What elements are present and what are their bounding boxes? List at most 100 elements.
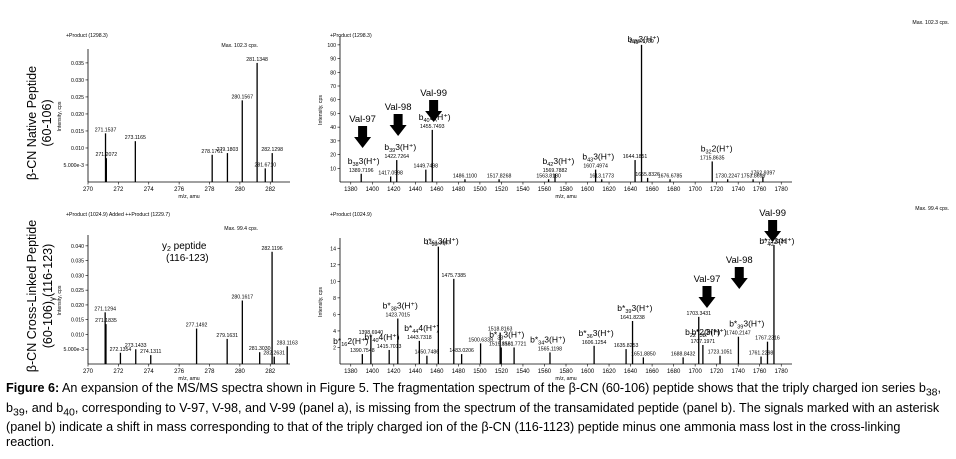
peak-label: 1449.7498 bbox=[414, 164, 439, 170]
peak-label: 1762.9397 bbox=[751, 171, 776, 177]
row-b-label-line1: β-CN Cross-Linked Peptide bbox=[25, 220, 39, 372]
peak-label: 1761.2298 bbox=[749, 351, 774, 357]
ion-annotation-base: b bbox=[582, 152, 587, 162]
peak-label: 279.1803 bbox=[217, 147, 239, 153]
peak-label: 1389.7196 bbox=[349, 168, 374, 174]
caption-sub1: 38 bbox=[925, 386, 938, 399]
x-tick-label: 1540 bbox=[516, 369, 530, 375]
peak-label: 1676.6785 bbox=[658, 173, 683, 179]
down-arrow-icon bbox=[698, 286, 716, 308]
x-tick-label: 1560 bbox=[538, 187, 552, 193]
y2-peptide-sub: 2 bbox=[167, 246, 171, 253]
ion-annotation-base: b* bbox=[579, 328, 588, 338]
arrow-label-val-98: Val-98 bbox=[726, 255, 753, 266]
ion-annotation-sub: 38 bbox=[391, 307, 397, 313]
ion-annotation-base: b* bbox=[729, 319, 738, 329]
x-tick-label: 1660 bbox=[645, 187, 659, 193]
ion-annotation-sub: 45 bbox=[632, 40, 638, 46]
y2-peptide-word: peptide bbox=[171, 241, 207, 252]
x-tick-label: 1760 bbox=[753, 187, 767, 193]
y-tick-label: 0.030 bbox=[71, 78, 84, 84]
x-axis-title: m/z, amu bbox=[555, 376, 576, 382]
ion-annotation-b42: b423(H⁺) bbox=[543, 156, 575, 168]
peak-label: 282.1298 bbox=[261, 147, 283, 153]
x-tick-label: 1780 bbox=[775, 187, 789, 193]
panel-header: +Product (1298.3) bbox=[66, 33, 108, 39]
caption-part4: , corresponding to V-97, V-98, and V-99 … bbox=[6, 400, 940, 450]
ion-annotation-base: b bbox=[384, 142, 389, 152]
ion-annotation-bs16: b*162(H⁺) bbox=[333, 336, 368, 348]
ion-annotation-sub: 39 bbox=[432, 242, 438, 248]
peak-label: 1390.7548 bbox=[350, 348, 375, 354]
y2-peptide-y: y bbox=[162, 241, 167, 252]
peak-label: 1635.8253 bbox=[614, 343, 639, 349]
ion-annotation-base: b* bbox=[692, 327, 701, 337]
ion-annotation-b45: b453(H⁺) bbox=[628, 34, 660, 46]
ion-annotation-charge: 3(H⁺) bbox=[430, 112, 451, 122]
peak-label: 1655.8326 bbox=[635, 172, 660, 178]
x-tick-label: 270 bbox=[83, 369, 94, 375]
x-axis-title: m/z, amu bbox=[178, 376, 199, 382]
x-tick-label: 1600 bbox=[581, 187, 595, 193]
ion-annotation-charge: 3(H⁺) bbox=[438, 236, 459, 246]
x-axis-title: m/z, amu bbox=[555, 194, 576, 200]
down-arrow-icon bbox=[389, 114, 407, 136]
caption-sub3: 40 bbox=[63, 406, 75, 419]
panel-header: +Product (1298.3) bbox=[330, 33, 372, 39]
peak-label: 271.1294 bbox=[94, 306, 116, 312]
ion-annotation-bs22: b22*2(H⁺) bbox=[685, 327, 720, 339]
ion-annotation-charge: 2(H⁺) bbox=[712, 143, 733, 153]
max-intensity-label: Max. 102.3 cps. bbox=[912, 20, 949, 26]
ion-annotation-sub: 40 bbox=[424, 118, 430, 124]
ion-annotation-b38: b383(H⁺) bbox=[348, 156, 380, 168]
ion-annotation-charge: 3(H⁺) bbox=[631, 303, 652, 313]
peak-label: 1773.2320 bbox=[762, 239, 787, 245]
peak-label: 1703.3431 bbox=[686, 311, 711, 317]
ion-annotation-b40: b403(H⁺) bbox=[419, 112, 451, 124]
ion-annotation-charge: 3(H⁺) bbox=[706, 327, 727, 337]
y-tick-label: 0.035 bbox=[71, 61, 84, 67]
peak-label: 272.1354 bbox=[110, 347, 132, 353]
peak-label: 273.1433 bbox=[125, 343, 147, 349]
y-axis-title: Intensity, cps bbox=[57, 285, 63, 315]
ion-annotation-bs36: b*363(H⁺) bbox=[579, 328, 614, 340]
y-tick-label: 5.000e-3 bbox=[64, 163, 85, 169]
x-tick-label: 1420 bbox=[387, 187, 401, 193]
peak-label: 1565.1198 bbox=[538, 346, 562, 352]
peak-label: 1461.3967 bbox=[426, 241, 451, 247]
y-tick-label: 30 bbox=[330, 139, 336, 145]
ion-annotation-base: b* bbox=[530, 334, 539, 344]
peak-label: 1517.8268 bbox=[487, 173, 512, 179]
x-tick-label: 1400 bbox=[366, 187, 380, 193]
ion-annotation-sub: 38 bbox=[352, 162, 358, 168]
x-tick-label: 1740 bbox=[732, 369, 746, 375]
down-arrow-icon bbox=[425, 100, 443, 122]
peak-label: 1443.7318 bbox=[407, 335, 432, 341]
peak-label: 1415.7013 bbox=[377, 344, 402, 350]
x-tick-label: 1700 bbox=[688, 187, 702, 193]
peak-label: 277.1492 bbox=[186, 323, 208, 329]
ion-annotation-base: b bbox=[685, 327, 690, 337]
ion-annotation-charge: 2(H⁺) bbox=[347, 336, 368, 346]
peak-label: 1500.6339 bbox=[468, 337, 493, 343]
x-tick-label: 272 bbox=[113, 369, 124, 375]
peak-label: 273.1165 bbox=[125, 135, 146, 141]
ion-annotation-bs34: b*343(H⁺) bbox=[530, 334, 565, 346]
chart-panel-a-left: +Product (1298.3) Max. 102.3 cps. 270 272 27… bbox=[57, 33, 290, 200]
y-tick-label: 8 bbox=[333, 296, 336, 302]
ion-annotation-charge: 3(H⁺) bbox=[359, 156, 380, 166]
ion-annotation-charge: 3(H⁺) bbox=[553, 156, 574, 166]
ion-annotation-base: b* bbox=[383, 301, 392, 311]
figure-caption: Figure 6: An expansion of the MS/MS spec… bbox=[6, 381, 950, 450]
y-tick-label: 4 bbox=[333, 329, 336, 335]
peak-label: 1613.1773 bbox=[589, 173, 614, 179]
ion-annotation-charge: 3(H⁺) bbox=[544, 334, 565, 344]
x-tick-label: 1460 bbox=[430, 369, 444, 375]
peak-label: 274.1311 bbox=[140, 349, 161, 355]
row-b-label-part-a: (60-106) bbox=[41, 301, 55, 348]
ion-annotation-sub: 36 bbox=[587, 334, 593, 340]
x-tick-label: 1440 bbox=[409, 369, 423, 375]
y-tick-label: 0.040 bbox=[71, 244, 84, 250]
peak-label: 281.6710 bbox=[254, 162, 276, 168]
x-tick-label: 1760 bbox=[753, 369, 767, 375]
